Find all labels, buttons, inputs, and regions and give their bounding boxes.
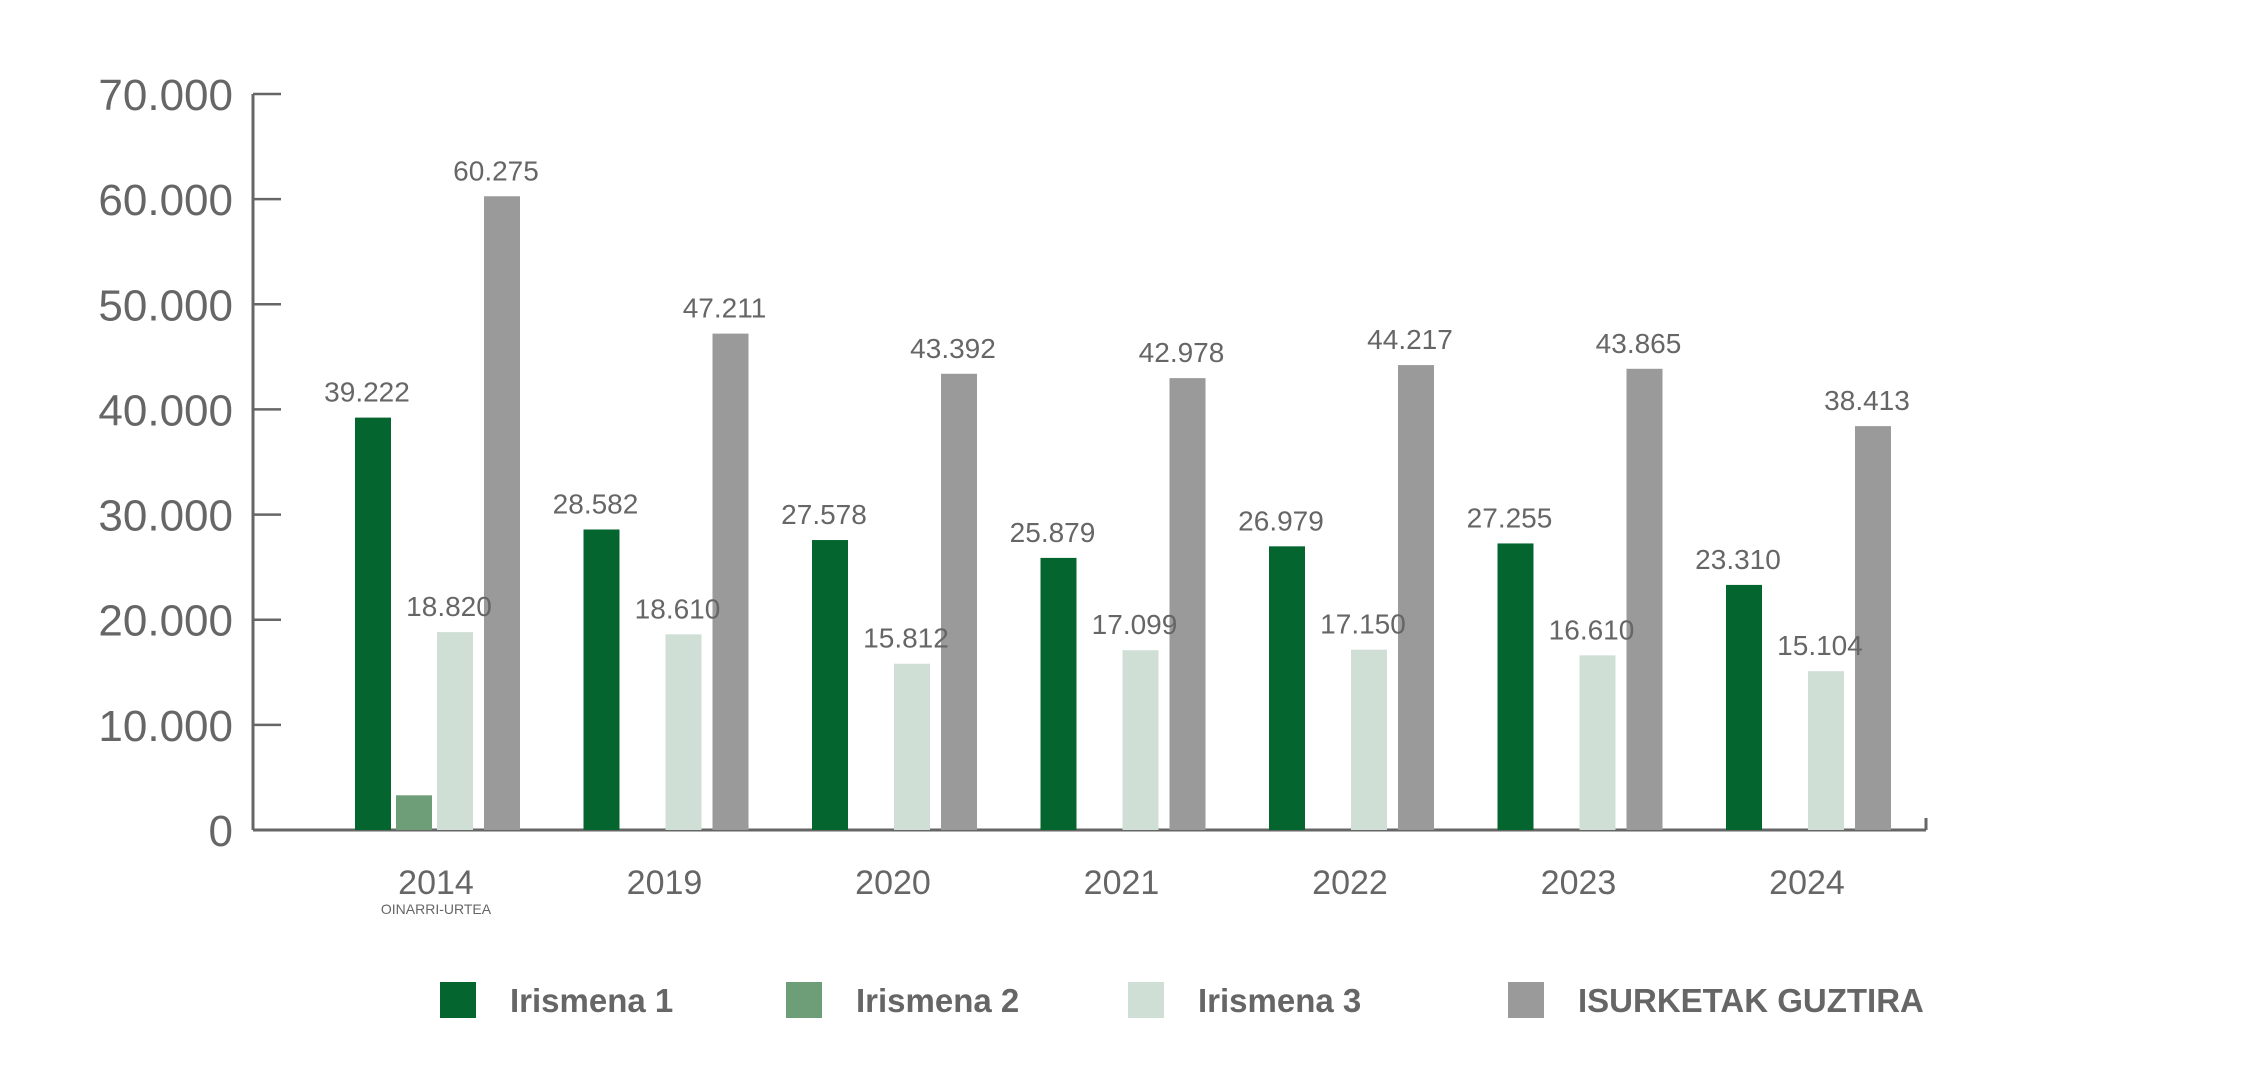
y-tick-label: 70.000 [98,71,233,120]
data-label: 47.211 [683,293,767,324]
bar-isurketak-guztira [1855,426,1891,830]
legend-label: Irismena 2 [856,982,1019,1019]
y-tick-label: 10.000 [98,702,233,751]
y-tick-label: 60.000 [98,176,233,225]
data-label: 18.820 [406,591,492,622]
data-label: 60.275 [453,155,539,186]
bar-isurketak-guztira [1398,365,1434,830]
bar-irismena-1 [1497,543,1534,830]
bar-irismena-3 [1579,655,1616,830]
bar-irismena-1 [1040,557,1077,830]
bar-irismena-1 [1726,584,1762,830]
legend-label: ISURKETAK GUZTIRA [1578,982,1924,1019]
bar-irismena-3 [1122,650,1159,830]
bar-isurketak-guztira [712,333,749,830]
bar-irismena-1 [812,540,848,830]
data-label: 23.310 [1695,544,1781,575]
bar-irismena-1 [583,529,620,830]
bar-irismena-1 [355,417,391,830]
y-tick-label: 50.000 [98,281,233,330]
data-label: 15.104 [1777,630,1863,661]
data-label: 43.865 [1596,328,1682,359]
y-tick-label: 30.000 [98,492,233,541]
x-tick-label: 2020 [855,864,931,902]
legend-label: Irismena 3 [1198,982,1361,1019]
y-tick-label: 0 [209,807,233,856]
legend: Irismena 1 Irismena 2 Irismena 3 ISURKETAK … [440,982,1924,1019]
data-label: 25.879 [1010,517,1096,548]
x-tick-label: 2021 [1084,864,1160,902]
bar-irismena-3 [665,634,702,830]
x-tick-label: 2023 [1541,864,1617,902]
legend-swatch [1128,982,1164,1018]
y-tick-label: 40.000 [98,386,233,435]
bar-isurketak-guztira [484,196,520,830]
x-tick-label: 2022 [1312,864,1388,902]
bar-isurketak-guztira [941,373,977,830]
x-tick-label: 2014 [398,864,474,902]
x-tick-sublabel: OINARRI-URTEA [381,901,492,917]
data-label: 17.150 [1320,609,1406,640]
data-label: 39.222 [324,377,410,408]
bar-isurketak-guztira [1626,368,1663,830]
bar-irismena-3 [894,663,930,830]
data-label: 38.413 [1824,385,1910,416]
bar-irismena-2 [396,795,432,830]
legend-swatch [786,982,822,1018]
legend-swatch [440,982,476,1018]
data-label: 28.582 [553,488,639,519]
legend-label: Irismena 1 [510,982,673,1019]
axes: 0 10.000 20.000 30.000 40.000 50.000 60.000 70.… [98,71,1928,917]
value-labels: 39.222 18.820 60.275 28.582 18.610 47.211 27.5… [324,155,1910,661]
data-label: 16.610 [1549,614,1635,645]
y-tick-label: 20.000 [98,597,233,646]
legend-swatch [1508,982,1544,1018]
data-label: 27.578 [781,499,867,530]
data-label: 15.812 [863,623,949,654]
bar-irismena-3 [1351,649,1387,830]
data-label: 43.392 [910,333,996,364]
data-label: 42.978 [1139,337,1225,368]
data-label: 17.099 [1092,609,1178,640]
data-label: 26.979 [1238,505,1324,536]
bar-irismena-3 [1808,671,1844,830]
bar-irismena-3 [437,632,473,830]
x-tick-label: 2019 [627,864,703,902]
data-label: 44.217 [1367,324,1453,355]
bars [355,196,1891,830]
data-label: 18.610 [635,593,721,624]
bar-isurketak-guztira [1169,378,1206,830]
x-tick-label: 2024 [1769,864,1845,902]
data-label: 27.255 [1467,502,1553,533]
bar-irismena-1 [1269,546,1305,830]
